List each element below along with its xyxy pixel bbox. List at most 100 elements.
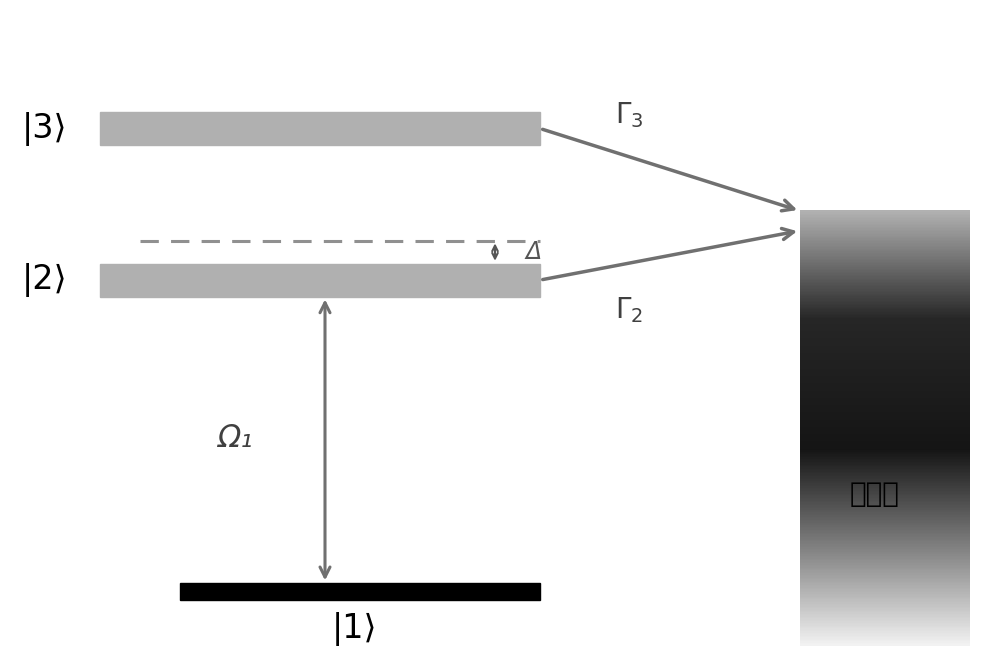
- Bar: [800, 312, 970, 314]
- Bar: [800, 599, 970, 601]
- Bar: [800, 583, 970, 585]
- Bar: [800, 213, 970, 215]
- Bar: [800, 556, 970, 558]
- Bar: [800, 245, 970, 247]
- Bar: [800, 445, 970, 447]
- Bar: [800, 295, 970, 297]
- Bar: [800, 420, 970, 422]
- Bar: [800, 303, 970, 305]
- Bar: [800, 515, 970, 517]
- Bar: [800, 238, 970, 240]
- Bar: [800, 264, 970, 266]
- Bar: [800, 426, 970, 428]
- Bar: [800, 331, 970, 333]
- Bar: [800, 335, 970, 337]
- Bar: [800, 345, 970, 347]
- Bar: [800, 498, 970, 500]
- Bar: [800, 400, 970, 402]
- Bar: [800, 266, 970, 268]
- Bar: [800, 300, 970, 302]
- Bar: [800, 326, 970, 328]
- Text: |3⟩: |3⟩: [22, 111, 68, 146]
- Bar: [800, 463, 970, 465]
- Bar: [800, 283, 970, 285]
- Bar: [800, 469, 970, 471]
- Bar: [800, 585, 970, 587]
- Bar: [800, 499, 970, 501]
- Bar: [800, 434, 970, 436]
- Bar: [800, 522, 970, 524]
- Bar: [800, 425, 970, 427]
- Bar: [800, 336, 970, 339]
- Bar: [800, 296, 970, 298]
- Bar: [800, 538, 970, 540]
- Bar: [800, 510, 970, 513]
- Text: Ω₁: Ω₁: [217, 424, 253, 453]
- Bar: [800, 459, 970, 462]
- Bar: [800, 637, 970, 639]
- Bar: [800, 525, 970, 527]
- Bar: [180, 583, 540, 600]
- Bar: [800, 571, 970, 573]
- Bar: [800, 580, 970, 582]
- Bar: [800, 587, 970, 589]
- Bar: [800, 351, 970, 353]
- Bar: [800, 412, 970, 414]
- Bar: [100, 112, 540, 145]
- Bar: [800, 320, 970, 322]
- Bar: [800, 551, 970, 553]
- Bar: [800, 289, 970, 291]
- Bar: [800, 378, 970, 380]
- Bar: [800, 255, 970, 257]
- Bar: [800, 258, 970, 260]
- Bar: [800, 429, 970, 431]
- Bar: [800, 541, 970, 543]
- Bar: [800, 232, 970, 234]
- Bar: [800, 409, 970, 411]
- Bar: [800, 535, 970, 537]
- Bar: [800, 314, 970, 317]
- Bar: [800, 593, 970, 595]
- Bar: [800, 616, 970, 618]
- Bar: [800, 609, 970, 611]
- Bar: [800, 506, 970, 508]
- Bar: [800, 416, 970, 418]
- Bar: [800, 256, 970, 259]
- Bar: [800, 270, 970, 272]
- Bar: [800, 428, 970, 430]
- Bar: [800, 509, 970, 511]
- Bar: [800, 231, 970, 233]
- Bar: [800, 594, 970, 596]
- Bar: [800, 372, 970, 375]
- Bar: [800, 271, 970, 273]
- Bar: [800, 517, 970, 520]
- Bar: [800, 575, 970, 578]
- Bar: [800, 251, 970, 253]
- Bar: [800, 364, 970, 366]
- Bar: [800, 383, 970, 385]
- Bar: [800, 376, 970, 378]
- Bar: [800, 610, 970, 612]
- Bar: [800, 324, 970, 326]
- Bar: [800, 435, 970, 437]
- Bar: [800, 484, 970, 486]
- Bar: [800, 625, 970, 627]
- Bar: [800, 501, 970, 503]
- Bar: [800, 519, 970, 521]
- Bar: [800, 343, 970, 346]
- Bar: [800, 546, 970, 549]
- Text: $\Gamma_2$: $\Gamma_2$: [615, 295, 643, 325]
- Bar: [800, 405, 970, 407]
- Bar: [800, 397, 970, 399]
- Bar: [800, 419, 970, 421]
- Bar: [800, 628, 970, 630]
- Bar: [800, 470, 970, 472]
- Bar: [800, 457, 970, 459]
- Bar: [800, 329, 970, 331]
- Bar: [800, 643, 970, 645]
- Bar: [800, 570, 970, 572]
- Bar: [800, 223, 970, 225]
- Bar: [800, 333, 970, 335]
- Bar: [800, 561, 970, 563]
- Bar: [800, 615, 970, 617]
